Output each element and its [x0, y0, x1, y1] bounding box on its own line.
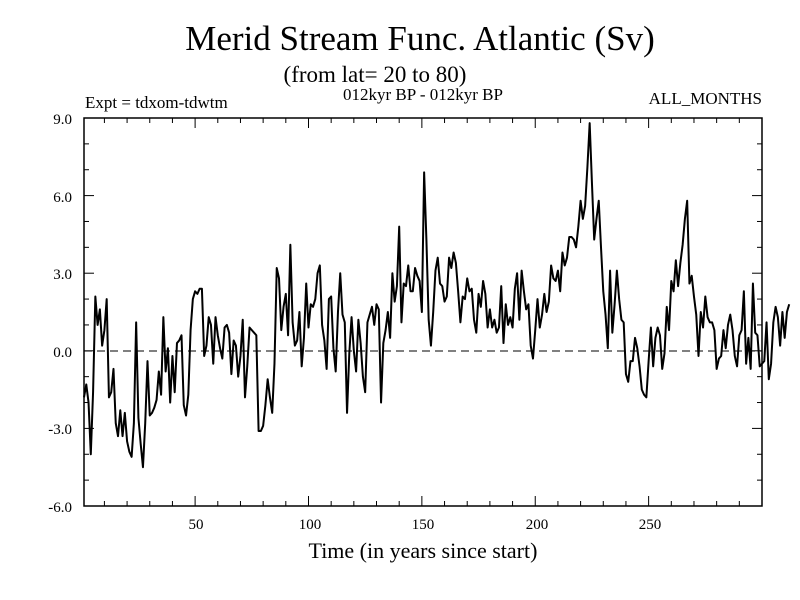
chart-title: Merid Stream Func. Atlantic (Sv): [185, 19, 655, 58]
period-label: 012kyr BP - 012kyr BP: [343, 85, 503, 104]
axis-ticks: [84, 117, 762, 507]
y-tick-label-minus-6: -6.0: [48, 500, 72, 516]
x-tick-label-250: 250: [639, 517, 662, 533]
x-tick-label-100: 100: [299, 517, 322, 533]
x-tick-label-200: 200: [526, 517, 549, 533]
plot-frame: [83, 117, 763, 507]
y-tick-label-3: 3.0: [53, 267, 72, 283]
x-tick-labels: 50 100 150 200 250: [189, 517, 662, 533]
y-tick-label-0: 0.0: [53, 345, 72, 361]
experiment-label: Expt = tdxom-tdwtm: [85, 93, 228, 112]
y-tick-label-9: 9.0: [53, 112, 72, 128]
y-tick-labels: 9.0 6.0 3.0 0.0 -3.0 -6.0: [48, 112, 72, 516]
x-tick-label-150: 150: [412, 517, 435, 533]
months-label: ALL_MONTHS: [649, 89, 762, 108]
series-line: [83, 122, 791, 469]
y-tick-label-minus-3: -3.0: [48, 422, 72, 438]
chart-subtitle: (from lat= 20 to 80): [284, 62, 467, 87]
x-axis-label: Time (in years since start): [309, 538, 538, 563]
x-tick-label-50: 50: [189, 517, 204, 533]
y-tick-label-6: 6.0: [53, 190, 72, 206]
